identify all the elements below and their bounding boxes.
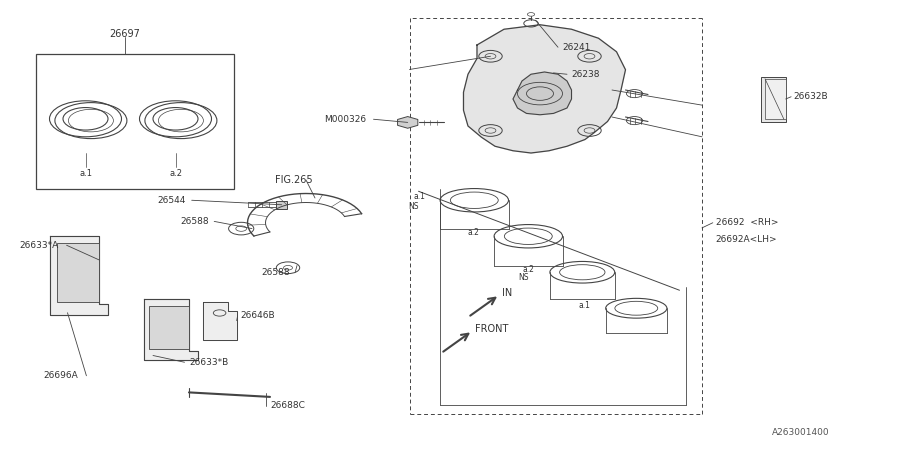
Polygon shape [144,299,198,360]
Text: a.1: a.1 [79,169,92,178]
Text: 26688C: 26688C [270,401,305,410]
Text: FIG.265: FIG.265 [274,175,312,185]
Text: 26632B: 26632B [794,92,828,101]
Polygon shape [50,236,108,315]
Bar [57,243,99,302]
Polygon shape [513,72,572,115]
Text: A263001400: A263001400 [772,428,830,437]
Text: 26633*A: 26633*A [20,241,59,250]
Text: a.1: a.1 [579,301,590,310]
Text: NS: NS [518,273,529,282]
Text: a.1: a.1 [413,192,425,201]
Text: 26588: 26588 [261,268,290,277]
Text: 26241: 26241 [562,43,591,52]
Text: FRONT: FRONT [475,324,508,333]
Text: 26646B: 26646B [240,311,274,320]
Text: M000326: M000326 [324,115,366,124]
Text: 26697: 26697 [110,29,140,39]
Text: NS: NS [409,202,419,211]
Text: IN: IN [502,288,512,297]
Bar [148,306,189,349]
Text: 26696A: 26696A [43,371,78,380]
Polygon shape [202,302,237,340]
Text: a.2: a.2 [169,169,182,178]
Text: 26692A<LH>: 26692A<LH> [716,235,777,244]
Text: 26238: 26238 [572,70,600,79]
Bar [36,54,234,189]
Text: a.2: a.2 [523,265,535,274]
Text: 26692  <RH>: 26692 <RH> [716,218,778,227]
Bar [276,201,287,209]
Text: a.2: a.2 [467,228,479,237]
Text: 26588: 26588 [180,217,209,226]
Bar [760,76,786,122]
Text: 26544: 26544 [158,196,186,205]
Text: 26633*B: 26633*B [189,358,229,367]
Polygon shape [464,25,626,153]
Bar [765,79,786,119]
